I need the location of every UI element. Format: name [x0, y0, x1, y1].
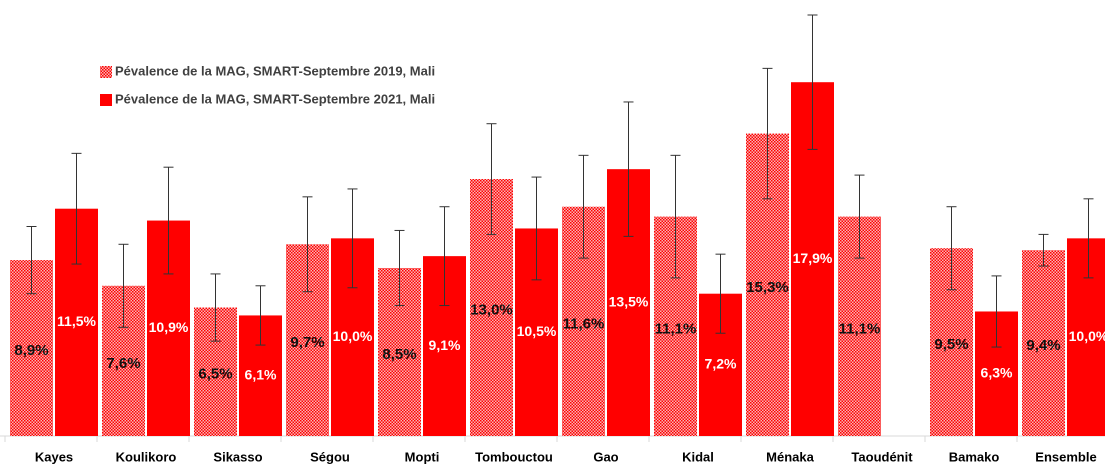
error-bar	[807, 14, 818, 150]
data-label: 10,0%	[1069, 328, 1105, 344]
x-tick-label: Ménaka	[766, 449, 814, 464]
data-label: 10,5%	[517, 323, 557, 339]
legend-swatch	[100, 94, 112, 106]
data-label: 15,3%	[746, 279, 789, 296]
data-label: 9,7%	[290, 334, 324, 351]
error-bar	[1083, 198, 1094, 279]
data-label: 11,1%	[655, 320, 697, 337]
error-bar	[623, 101, 634, 237]
error-bar	[210, 273, 221, 342]
data-label: 13,0%	[470, 301, 513, 318]
error-bar	[762, 67, 773, 200]
data-label: 11,1%	[839, 320, 881, 337]
error-bar	[715, 253, 726, 334]
error-bar	[991, 275, 1002, 348]
data-label: 9,5%	[934, 336, 968, 353]
data-label: 11,6%	[563, 315, 605, 332]
error-bar	[394, 229, 405, 307]
bar	[1022, 250, 1065, 436]
data-label: 8,5%	[382, 346, 416, 363]
x-tick-label: Kidal	[682, 449, 714, 464]
error-bar	[163, 166, 174, 275]
error-bar	[531, 176, 542, 281]
data-label: 7,6%	[106, 355, 140, 372]
data-label: 10,0%	[333, 328, 373, 344]
error-bar	[1038, 233, 1049, 267]
legend-label: Pévalence de la MAG, SMART-Septembre 202…	[115, 91, 435, 106]
x-tick-label: Bamako	[949, 449, 1000, 464]
error-bar	[302, 196, 313, 293]
error-bar	[71, 152, 82, 265]
data-label: 6,5%	[198, 366, 232, 383]
data-label: 7,2%	[705, 356, 737, 372]
data-label: 9,1%	[429, 337, 461, 353]
data-label: 17,9%	[793, 250, 833, 266]
error-bar	[486, 123, 497, 235]
error-bar	[255, 285, 266, 346]
error-bar	[26, 225, 37, 295]
error-bar	[578, 154, 589, 259]
x-tick-label: Ensemble	[1035, 449, 1096, 464]
data-label: 11,5%	[57, 313, 96, 329]
x-tick-label: Mopti	[405, 449, 440, 464]
bar	[1067, 238, 1105, 436]
error-bar	[439, 206, 450, 307]
x-tick-label: Gao	[593, 449, 618, 464]
x-tick-label: Tombouctou	[475, 449, 553, 464]
error-bar	[347, 188, 358, 289]
x-tick-label: Sikasso	[213, 449, 262, 464]
legend-label: Pévalence de la MAG, SMART-Septembre 201…	[115, 63, 435, 78]
data-label: 6,3%	[981, 364, 1013, 380]
data-label: 10,9%	[149, 319, 189, 335]
legend-swatch	[100, 66, 112, 78]
x-tick-label: Ségou	[310, 449, 350, 464]
error-bar	[854, 174, 865, 259]
data-label: 8,9%	[14, 342, 48, 359]
error-bar	[946, 206, 957, 291]
data-label: 9,4%	[1026, 337, 1060, 354]
x-tick-label: Taoudénit	[851, 449, 913, 464]
data-label: 13,5%	[609, 293, 649, 309]
error-bar	[118, 243, 129, 328]
x-tick-label: Kayes	[35, 449, 73, 464]
x-tick-label: Koulikoro	[116, 449, 177, 464]
data-label: 6,1%	[245, 366, 277, 382]
error-bar	[670, 154, 681, 279]
